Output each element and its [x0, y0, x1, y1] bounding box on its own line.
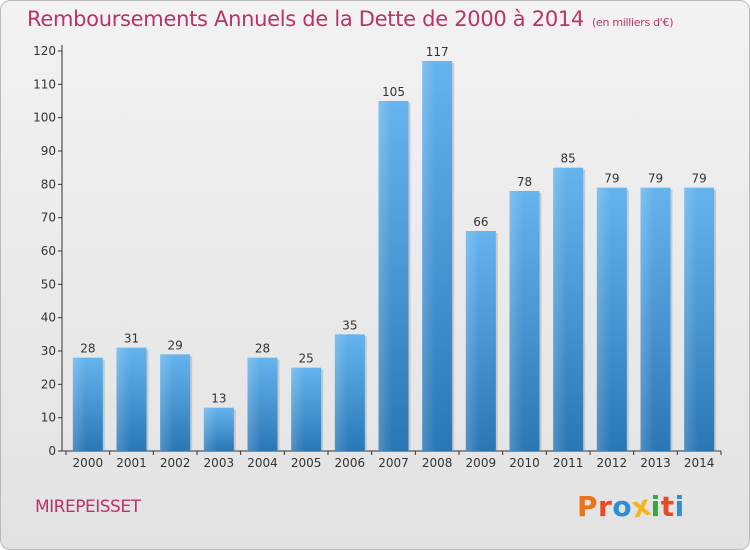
y-tick-label: 0 — [48, 444, 56, 458]
bar-highlight — [291, 367, 305, 451]
logo-letter: o — [612, 490, 633, 523]
x-tick-label: 2012 — [597, 456, 628, 470]
data-label-2006: 35 — [342, 318, 357, 332]
y-tick-label: 10 — [41, 411, 56, 425]
data-label-2009: 66 — [473, 215, 488, 229]
bar-highlight — [596, 187, 611, 451]
y-tick-label: 90 — [41, 144, 56, 158]
data-label-2014: 79 — [692, 172, 707, 186]
x-tick-label: 2003 — [204, 456, 235, 470]
data-label-2005: 25 — [299, 352, 314, 366]
data-labels: 28 31 29 13 28 25 35 105 117 66 78 85 79 79 79 — [80, 45, 707, 406]
x-axis: 2000 2001 2002 2003 2004 2005 2006 2007 2008 2009… — [62, 450, 722, 470]
chart-title-text: Remboursements Annuels de la Dette de 20… — [27, 7, 584, 31]
x-tick-label: 2011 — [553, 456, 584, 470]
data-label-2001: 31 — [124, 332, 139, 346]
bar-highlight — [465, 231, 480, 451]
y-tick-label: 100 — [33, 111, 56, 125]
logo-letter: P — [577, 490, 599, 523]
commune-name: MIREPEISSET — [35, 497, 141, 517]
logo-letter: r — [598, 490, 613, 523]
bar-highlight — [334, 334, 349, 451]
bar-highlight — [160, 354, 174, 451]
x-tick-label: 2000 — [73, 456, 104, 470]
x-tick-label: 2014 — [684, 456, 715, 470]
data-label-2003: 13 — [211, 392, 226, 406]
y-tick-label: 80 — [41, 177, 56, 191]
data-label-2004: 28 — [255, 342, 270, 356]
bar-highlight — [684, 187, 698, 451]
data-label-2008: 117 — [426, 45, 449, 59]
data-label-2010: 78 — [517, 175, 532, 189]
x-tick-label: 2006 — [335, 456, 366, 470]
y-tick-label: 40 — [41, 311, 56, 325]
y-tick-label: 110 — [33, 77, 56, 91]
x-tick-label: 2009 — [466, 456, 497, 470]
x-tick-label: 2007 — [378, 456, 409, 470]
data-label-2007: 105 — [382, 85, 405, 99]
bar-highlight — [116, 347, 130, 451]
bar-highlight — [72, 357, 87, 451]
x-tick-label: 2013 — [640, 456, 671, 470]
y-axis: 0 10 20 30 40 50 60 70 80 90 100 110 120 — [33, 44, 63, 458]
logo-letter: i — [650, 490, 661, 523]
data-label-2002: 29 — [168, 338, 183, 352]
data-label-2012: 79 — [604, 172, 619, 186]
y-tick-label: 60 — [41, 244, 56, 258]
data-label-2011: 85 — [561, 152, 576, 166]
bar-highlight — [378, 101, 392, 451]
data-label-2000: 28 — [80, 342, 95, 356]
y-tick-label: 50 — [41, 277, 56, 291]
chart-title: Remboursements Annuels de la Dette de 20… — [27, 7, 673, 31]
y-tick-label: 120 — [33, 44, 56, 58]
chart-unit: (en milliers d'€) — [592, 16, 674, 29]
data-label-2013: 79 — [648, 172, 663, 186]
y-tick-label: 20 — [41, 377, 56, 391]
logo-letter: i — [674, 490, 685, 523]
x-tick-label: 2001 — [116, 456, 147, 470]
proxiti-logo: Proxiti — [577, 488, 685, 524]
logo-letter: t — [660, 490, 675, 523]
x-tick-label: 2004 — [247, 456, 278, 470]
y-tick-label: 30 — [41, 344, 56, 358]
x-tick-label: 2010 — [509, 456, 540, 470]
bar-highlight — [247, 357, 261, 451]
bar-highlight — [422, 61, 436, 451]
bar-highlight — [553, 167, 567, 451]
x-tick-label: 2005 — [291, 456, 322, 470]
x-tick-label: 2002 — [160, 456, 191, 470]
bars — [72, 61, 717, 451]
bar-highlight — [203, 407, 218, 451]
x-tick-label: 2008 — [422, 456, 453, 470]
y-tick-label: 70 — [41, 211, 56, 225]
bar-highlight — [640, 187, 654, 451]
bar-highlight — [509, 191, 523, 451]
